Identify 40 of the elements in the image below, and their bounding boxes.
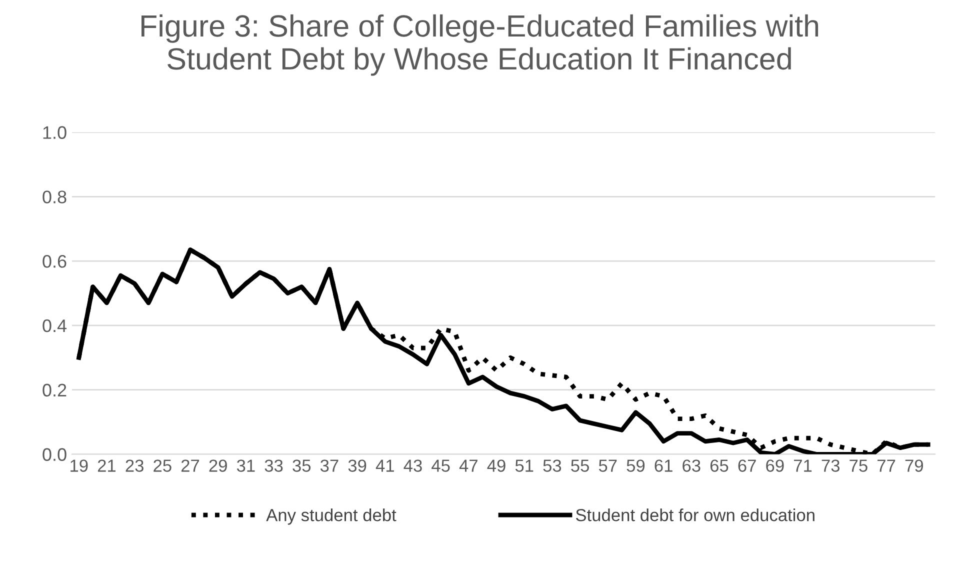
y-tick-label: 0.6 [42, 254, 66, 268]
x-tick-label: 77 [878, 460, 896, 472]
y-tick-label: 0.4 [42, 319, 67, 332]
x-tick-label: 45 [432, 460, 450, 472]
x-tick-label: 53 [543, 460, 562, 472]
legend-label: Any student debt [266, 508, 396, 525]
x-tick-label: 29 [209, 460, 227, 472]
x-tick-label: 37 [320, 460, 338, 472]
x-tick-label: 69 [766, 460, 784, 472]
y-tick-label: 0.2 [42, 384, 66, 397]
x-tick-label: 19 [70, 460, 88, 472]
x-tick-label: 31 [236, 460, 255, 472]
x-tick-label: 43 [404, 460, 422, 472]
x-tick-label: 33 [264, 460, 283, 472]
x-tick-label: 41 [376, 460, 394, 472]
legend-label: Student debt for own education [576, 508, 814, 522]
y-tick-label: 0.8 [42, 190, 66, 204]
x-tick-label: 67 [738, 460, 756, 472]
x-tick-label: 75 [850, 460, 868, 472]
y-tick-label: 1.0 [43, 126, 66, 139]
x-tick-label: 47 [459, 460, 478, 472]
x-tick-label: 23 [126, 460, 144, 472]
x-tick-label: 51 [515, 460, 534, 472]
x-tick-label: 79 [905, 460, 923, 472]
x-tick-label: 59 [626, 460, 645, 472]
y-tick-label: 0.0 [42, 448, 66, 461]
x-tick-label: 21 [98, 460, 116, 472]
x-tick-label: 35 [292, 460, 311, 472]
x-tick-label: 25 [154, 460, 172, 472]
x-tick-label: 39 [348, 460, 366, 472]
x-tick-label: 73 [822, 460, 840, 472]
x-tick-label: 57 [598, 460, 617, 472]
x-tick-label: 61 [654, 460, 672, 472]
x-tick-label: 55 [571, 460, 589, 472]
x-tick-label: 49 [487, 460, 506, 472]
x-tick-label: 27 [181, 460, 200, 472]
x-tick-label: 63 [682, 460, 700, 472]
x-tick-label: 71 [794, 460, 812, 472]
x-tick-label: 65 [710, 460, 728, 472]
chart-title: Figure 3: Share of College-Educated Families with Student Debt by Whose Education It Financed [142, 14, 818, 76]
